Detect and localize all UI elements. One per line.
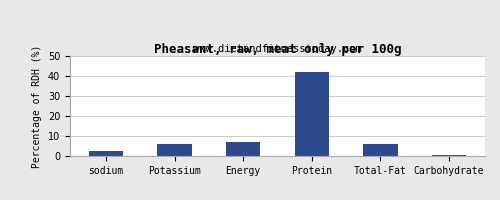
Bar (226, 142, 260, 156)
Bar (363, 144, 398, 156)
Bar (89, 151, 123, 156)
Y-axis label: Percentage of RDH (%): Percentage of RDH (%) (32, 44, 42, 168)
Bar (432, 155, 466, 156)
Text: www.dietandfitnesstoday.com: www.dietandfitnesstoday.com (193, 44, 362, 54)
Bar (294, 72, 329, 156)
Title: Pheasant, raw, meat only per 100g: Pheasant, raw, meat only per 100g (154, 43, 401, 56)
Bar (158, 144, 192, 156)
